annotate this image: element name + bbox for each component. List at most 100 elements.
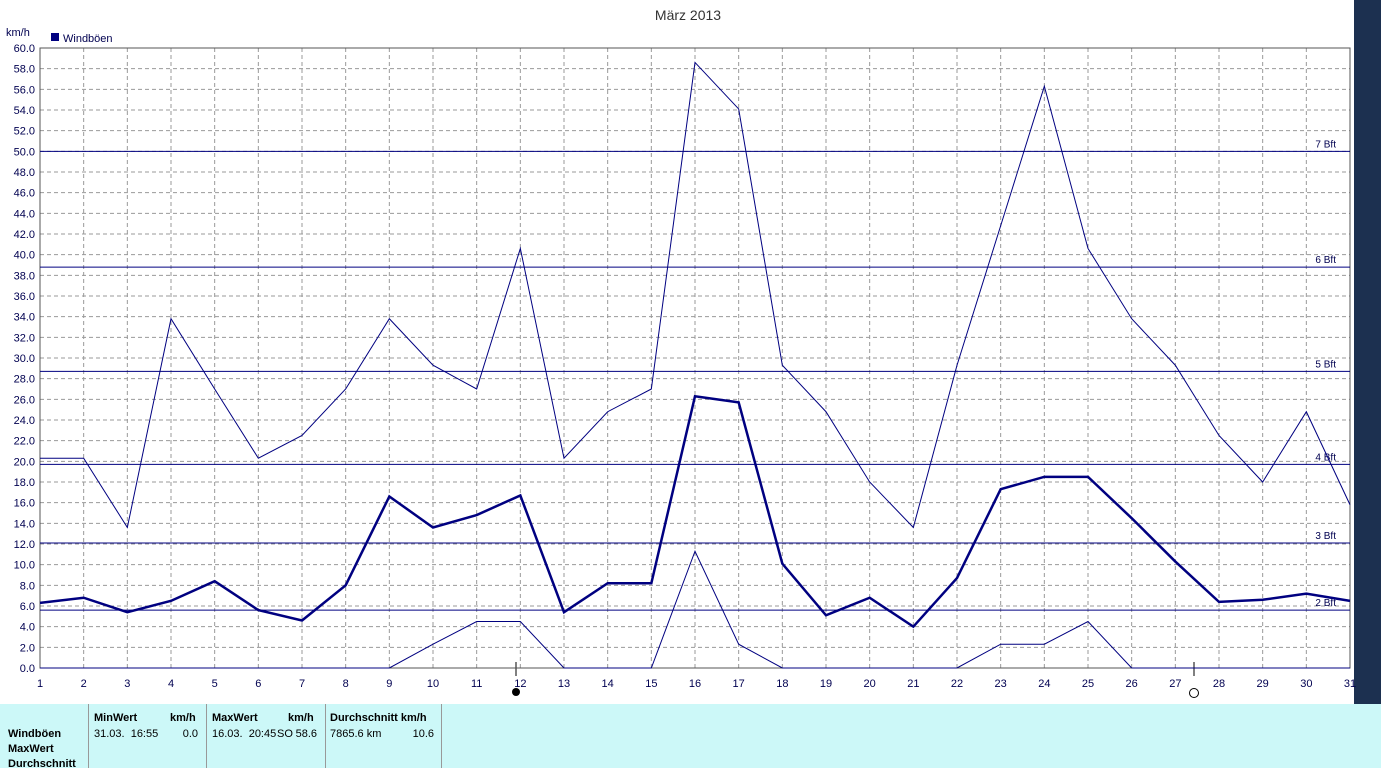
legend-swatch	[51, 33, 59, 41]
y-tick-label: 16.0	[14, 498, 35, 510]
y-tick-label: 4.0	[20, 622, 35, 634]
y-tick-label: 18.0	[14, 477, 35, 489]
y-tick-label: 50.0	[14, 146, 35, 158]
header: Durchschnitt km/h	[330, 712, 427, 724]
header: km/h	[170, 712, 196, 724]
y-tick-label: 38.0	[14, 270, 35, 282]
series-line	[40, 549, 1350, 669]
y-tick-label: 56.0	[14, 84, 35, 96]
stats-panel: Windböen MaxWert Durchschnitt MinWert km…	[0, 704, 1381, 768]
reference-label: 5 Bft	[1315, 359, 1336, 370]
desktop-strip	[1354, 0, 1381, 704]
x-tick-label: 24	[1038, 678, 1050, 690]
reference-label: 3 Bft	[1315, 531, 1336, 542]
y-tick-label: 20.0	[14, 456, 35, 468]
x-tick-label: 29	[1257, 678, 1269, 690]
y-tick-label: 54.0	[14, 105, 35, 117]
x-tick-label: 27	[1169, 678, 1181, 690]
y-tick-label: 58.0	[14, 64, 35, 76]
cell: 58.6	[295, 728, 317, 740]
separator	[325, 704, 326, 768]
chart: März 2013 km/h Windböen 0.0 2.0 4.0 6.0 8.0 1…	[6, 0, 1381, 704]
header: km/h	[288, 712, 314, 724]
cell: 31.03. 16:55	[94, 728, 159, 740]
y-tick-label: 44.0	[14, 208, 35, 220]
y-tick-label: 36.0	[14, 291, 35, 303]
x-tick-label: 22	[951, 678, 963, 690]
x-tick-label: 13	[558, 678, 570, 690]
y-tick-label: 30.0	[14, 353, 35, 365]
x-tick-label: 31	[1344, 678, 1356, 690]
y-tick-label: 60.0	[14, 43, 35, 55]
y-tick-label: 26.0	[14, 394, 35, 406]
x-tick-label: 14	[602, 678, 614, 690]
y-tick-label: 6.0	[20, 601, 35, 613]
y-tick-label: 40.0	[14, 250, 35, 262]
header: MaxWert	[212, 712, 258, 724]
y-tick-label: 2.0	[20, 642, 35, 654]
x-tick-label: 15	[645, 678, 657, 690]
x-tick-label: 3	[124, 678, 130, 690]
series-line	[39, 394, 1351, 629]
x-tick-label: 6	[255, 678, 261, 690]
x-tick-label: 4	[168, 678, 174, 690]
x-tick-label: 9	[386, 678, 392, 690]
x-tick-label: 20	[864, 678, 876, 690]
y-tick-label: 14.0	[14, 518, 35, 530]
x-tick-label: 25	[1082, 678, 1094, 690]
reference-label: 6 Bft	[1315, 255, 1336, 266]
x-tick-label: 1	[37, 678, 43, 690]
x-tick-label: 23	[995, 678, 1007, 690]
cell: SO	[277, 728, 293, 740]
x-tick-label: 17	[733, 678, 745, 690]
y-tick-label: 10.0	[14, 560, 35, 572]
cell: 0.0	[182, 728, 198, 740]
cell: 7865.6 km	[330, 728, 382, 740]
x-tick-label: 7	[299, 678, 305, 690]
y-tick-label: 48.0	[14, 167, 35, 179]
y-tick-label: 28.0	[14, 374, 35, 386]
separator	[88, 704, 89, 768]
reference-label: 2 Bft	[1315, 598, 1336, 609]
y-tick-label: 34.0	[14, 312, 35, 324]
reference-label: 4 Bft	[1315, 452, 1336, 463]
y-unit: km/h	[6, 27, 30, 39]
x-tick-label: 2	[81, 678, 87, 690]
y-tick-label: 0.0	[20, 663, 35, 675]
y-tick-label: 24.0	[14, 415, 35, 427]
x-tick-label: 11	[471, 678, 482, 690]
y-tick-label: 12.0	[14, 539, 35, 551]
row-label: Windböen	[8, 728, 62, 740]
x-tick-label: 10	[427, 678, 439, 690]
y-tick-label: 8.0	[20, 580, 35, 592]
row-label: Durchschnitt	[8, 758, 76, 768]
y-tick-label: 42.0	[14, 229, 35, 241]
y-tick-label: 22.0	[14, 436, 35, 448]
x-tick-label: 30	[1300, 678, 1312, 690]
x-tick-label: 19	[820, 678, 832, 690]
x-tick-label: 26	[1126, 678, 1138, 690]
series-line	[40, 61, 1351, 529]
header: MinWert	[94, 712, 138, 724]
chart-title: März 2013	[655, 7, 721, 23]
new-moon-icon	[512, 688, 520, 696]
x-tick-label: 28	[1213, 678, 1225, 690]
x-tick-label: 5	[212, 678, 218, 690]
x-tick-label: 18	[776, 678, 788, 690]
x-tick-label: 12	[514, 678, 526, 690]
cell: 10.6	[412, 728, 434, 740]
separator	[206, 704, 207, 768]
x-tick-label: 16	[689, 678, 701, 690]
x-tick-label: 8	[343, 678, 349, 690]
separator	[441, 704, 442, 768]
x-tick-label: 21	[907, 678, 919, 690]
y-tick-label: 52.0	[14, 126, 35, 138]
plot-frame	[39, 47, 1351, 669]
row-label: MaxWert	[8, 743, 54, 755]
reference-label: 7 Bft	[1315, 139, 1336, 150]
full-moon-icon	[1189, 688, 1199, 698]
legend-label: Windböen	[63, 33, 113, 45]
y-tick-label: 32.0	[14, 332, 35, 344]
y-tick-label: 46.0	[14, 188, 35, 200]
